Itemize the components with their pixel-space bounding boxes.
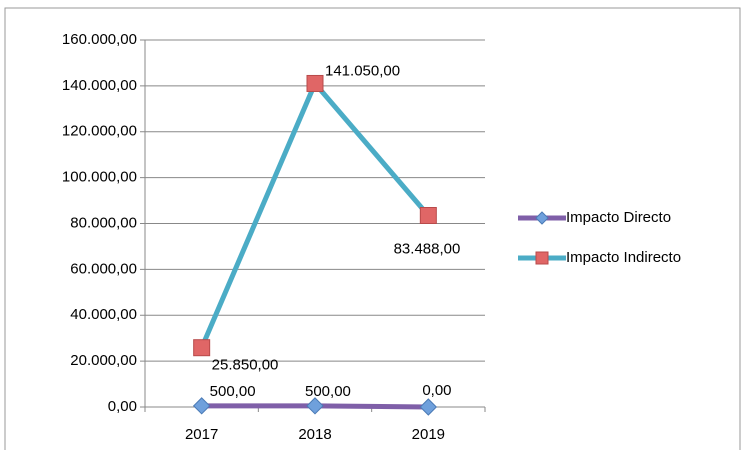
marker	[419, 206, 437, 224]
chart-border	[4, 7, 741, 450]
data-label: 141.050,00	[325, 62, 400, 79]
legend-marker	[535, 251, 549, 265]
legend-label: Impacto Directo	[566, 209, 671, 226]
marker	[306, 397, 324, 415]
y-tick-label: 40.000,00	[70, 306, 137, 323]
x-tick-label: 2018	[298, 426, 331, 443]
legend-label: Impacto Indirecto	[566, 249, 681, 266]
y-tick-label: 60.000,00	[70, 260, 137, 277]
y-tick-label: 120.000,00	[62, 123, 137, 140]
y-tick-label: 160.000,00	[62, 31, 137, 48]
marker	[193, 339, 211, 357]
marker	[419, 398, 438, 416]
y-tick-label: 80.000,00	[70, 214, 137, 231]
data-label: 500,00	[210, 383, 256, 400]
x-tick-label: 2019	[412, 426, 445, 443]
y-tick-label: 100.000,00	[62, 169, 137, 186]
x-tick-label: 2017	[185, 426, 218, 443]
legend-marker	[535, 211, 549, 225]
marker	[192, 397, 211, 415]
data-label: 500,00	[305, 383, 351, 400]
data-label: 25.850,00	[212, 357, 279, 374]
y-tick-label: 140.000,00	[62, 77, 137, 94]
y-tick-label: 20.000,00	[70, 352, 137, 369]
y-tick-label: 0,00	[108, 398, 137, 415]
data-label: 0,00	[422, 382, 451, 399]
data-label: 83.488,00	[394, 240, 461, 257]
marker	[306, 74, 324, 92]
